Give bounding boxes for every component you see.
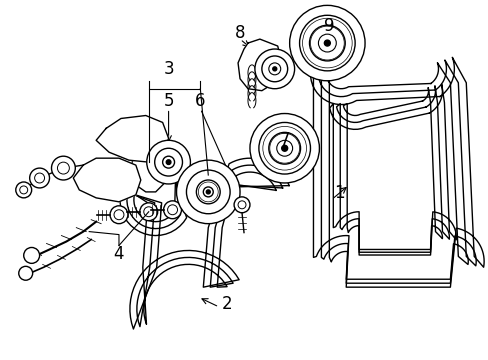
- Circle shape: [206, 190, 210, 194]
- Circle shape: [262, 56, 287, 82]
- Circle shape: [176, 160, 240, 224]
- Text: 3: 3: [163, 60, 174, 78]
- Circle shape: [51, 156, 75, 180]
- Circle shape: [289, 5, 365, 81]
- Circle shape: [276, 140, 292, 156]
- Circle shape: [16, 182, 32, 198]
- Circle shape: [114, 210, 123, 220]
- Circle shape: [166, 160, 170, 164]
- Circle shape: [163, 156, 174, 168]
- Text: 4: 4: [114, 246, 124, 264]
- Circle shape: [318, 34, 336, 52]
- Circle shape: [254, 49, 294, 89]
- Circle shape: [196, 180, 220, 204]
- Circle shape: [167, 205, 177, 215]
- Circle shape: [281, 145, 287, 151]
- Circle shape: [258, 122, 310, 174]
- Text: 9: 9: [324, 17, 334, 35]
- Circle shape: [309, 25, 345, 61]
- Circle shape: [24, 247, 40, 264]
- Text: 5: 5: [163, 91, 174, 109]
- Circle shape: [272, 67, 276, 71]
- Circle shape: [110, 206, 128, 224]
- Circle shape: [35, 173, 44, 183]
- Circle shape: [299, 15, 354, 71]
- Circle shape: [140, 203, 157, 221]
- Circle shape: [146, 140, 190, 184]
- Circle shape: [268, 132, 300, 164]
- Circle shape: [238, 201, 245, 209]
- Circle shape: [57, 162, 69, 174]
- Text: 1: 1: [333, 184, 344, 202]
- Text: 7: 7: [279, 131, 289, 149]
- Circle shape: [163, 201, 181, 219]
- Circle shape: [249, 113, 319, 183]
- Circle shape: [143, 207, 153, 217]
- Polygon shape: [96, 116, 168, 162]
- Circle shape: [154, 148, 182, 176]
- Text: 6: 6: [195, 91, 205, 109]
- Circle shape: [203, 187, 213, 197]
- Circle shape: [186, 170, 230, 214]
- Text: 2: 2: [222, 295, 232, 313]
- Circle shape: [234, 197, 249, 213]
- Polygon shape: [129, 148, 170, 192]
- Circle shape: [268, 63, 280, 75]
- Polygon shape: [73, 158, 141, 202]
- Text: 8: 8: [234, 24, 245, 42]
- Circle shape: [19, 266, 33, 280]
- Circle shape: [324, 40, 330, 46]
- Polygon shape: [238, 39, 281, 91]
- Circle shape: [30, 168, 49, 188]
- Circle shape: [20, 186, 28, 194]
